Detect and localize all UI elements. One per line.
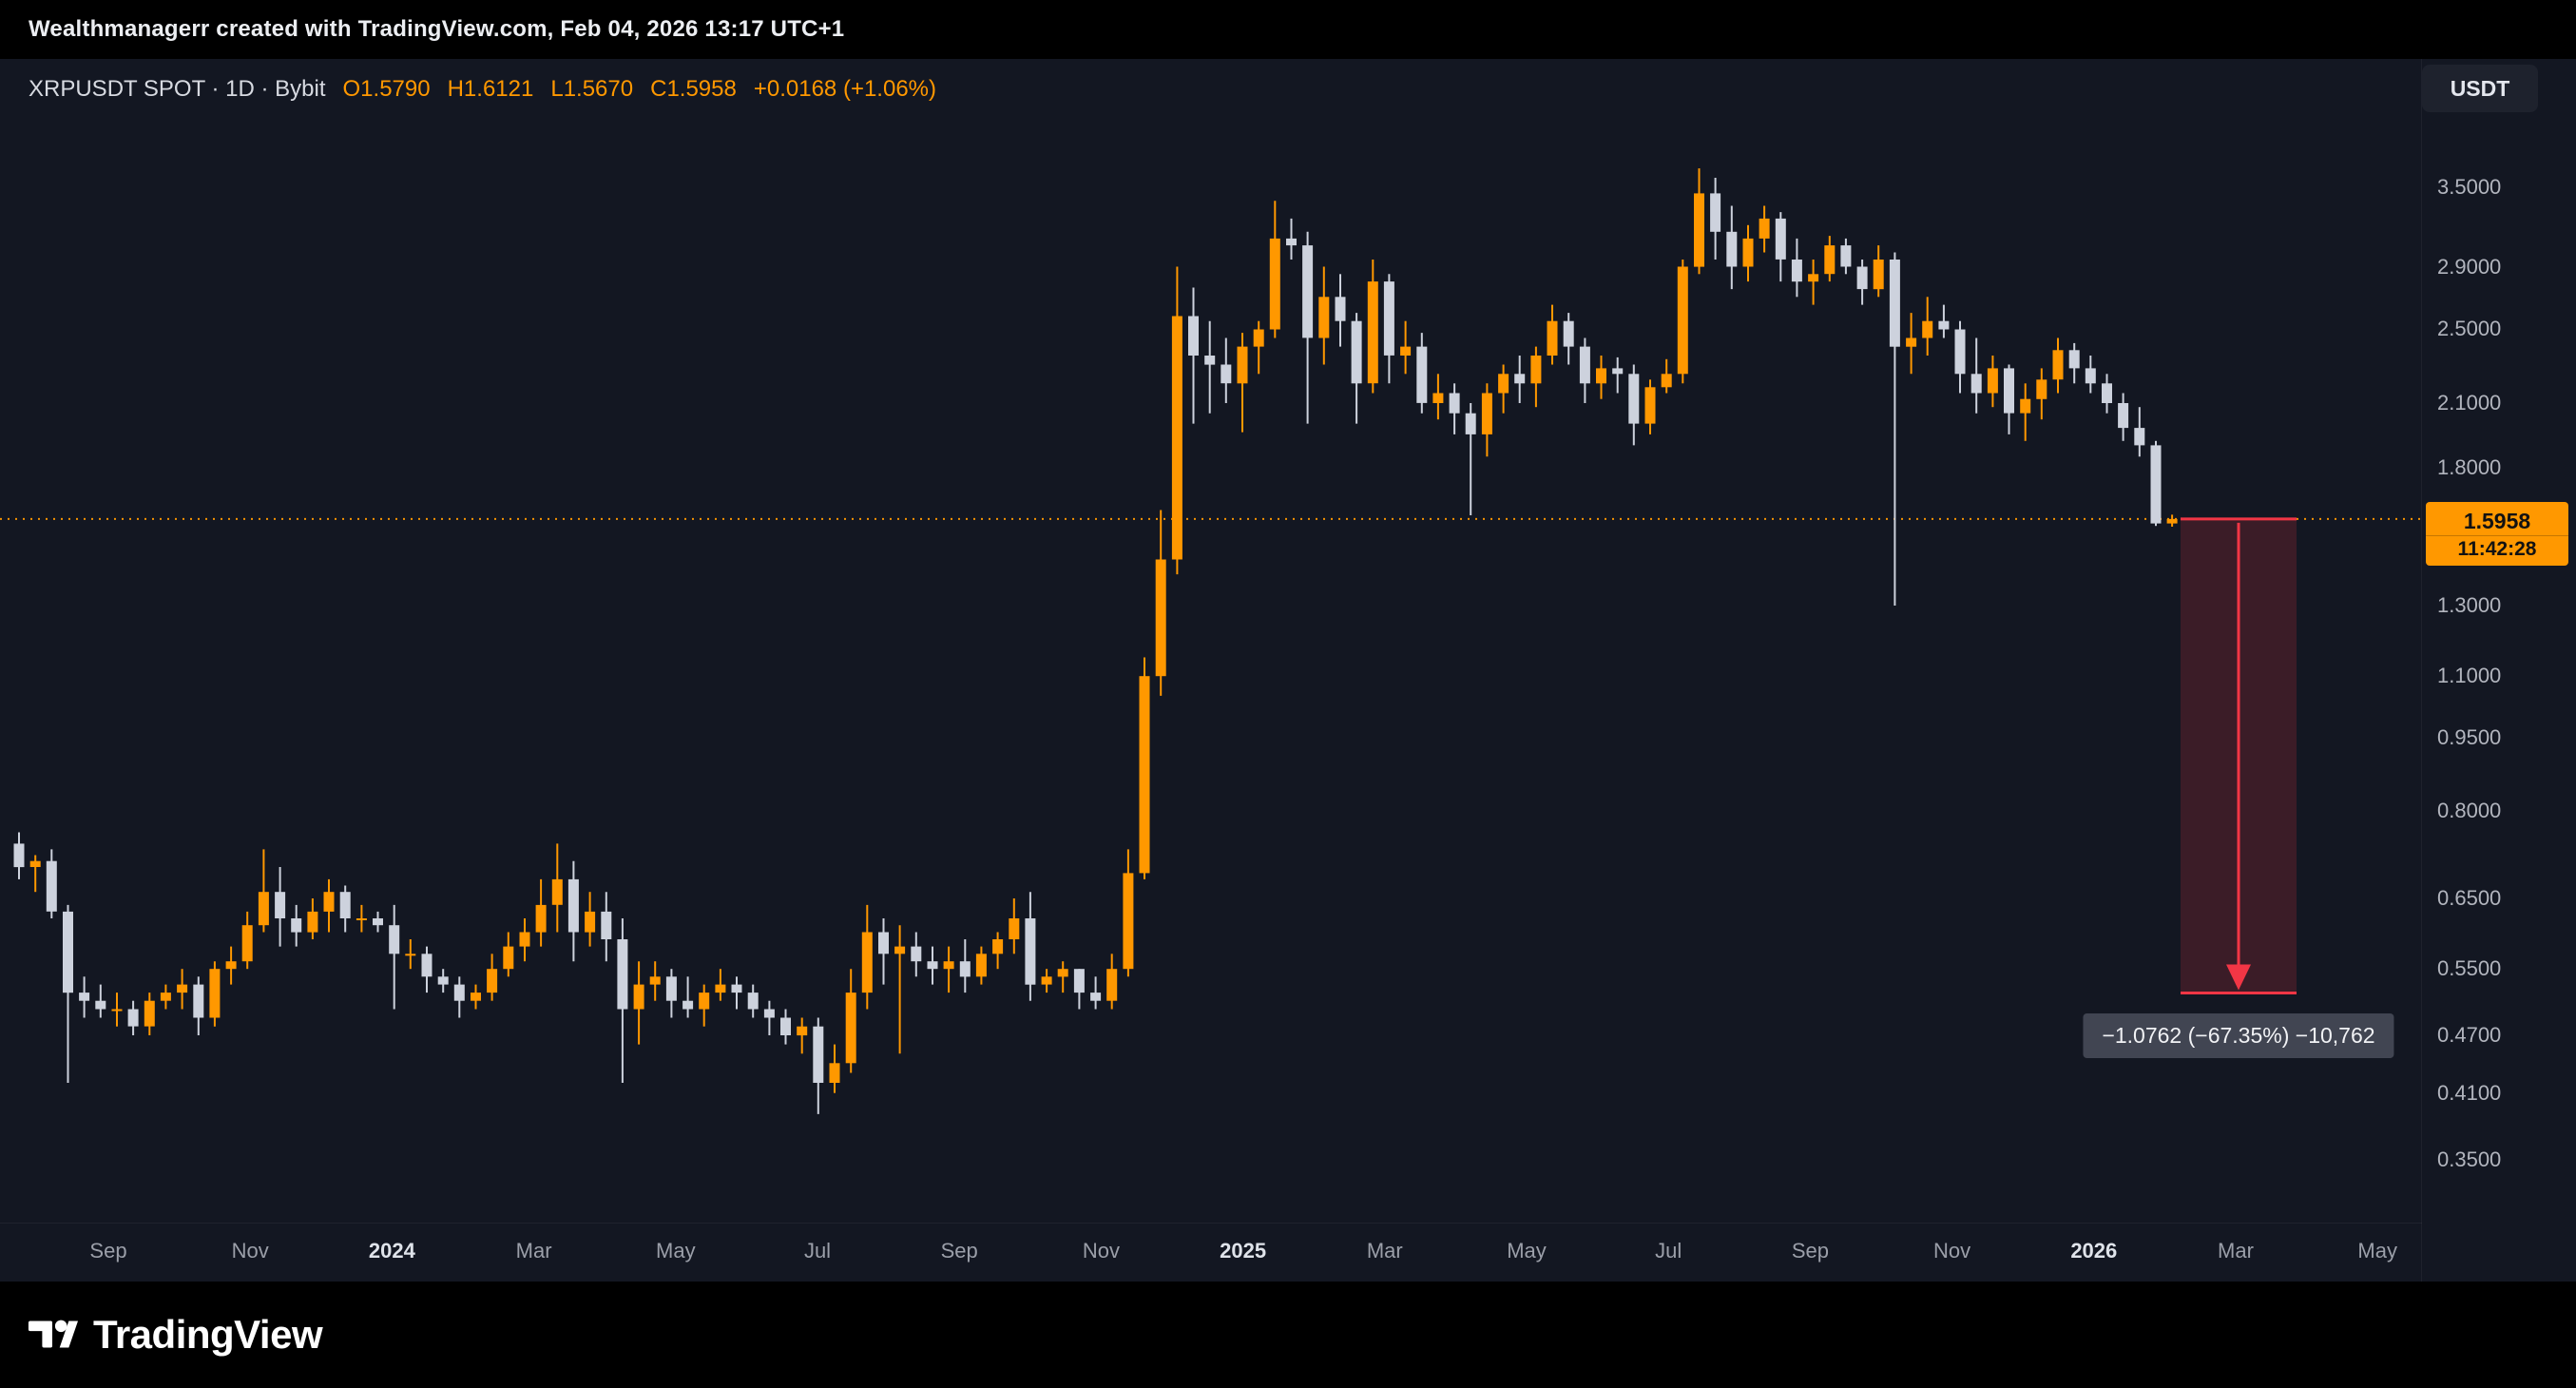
time-axis-label: Nov	[1082, 1239, 1120, 1263]
time-axis-label: Mar	[1366, 1239, 1403, 1263]
bar-countdown: 11:42:28	[2426, 534, 2568, 562]
price-tick-label: 2.5000	[2437, 317, 2502, 341]
symbol-header[interactable]: XRPUSDT SPOT · 1D · Bybit O1.5790 H1.612…	[29, 76, 936, 103]
price-tick-label: 0.6500	[2437, 885, 2502, 910]
tradingview-wordmark: TradingView	[93, 1312, 323, 1357]
last-price-value: 1.5958	[2463, 508, 2531, 533]
tradingview-logo-icon	[28, 1320, 78, 1348]
time-axis-year-label: 2024	[368, 1239, 415, 1263]
time-axis-label: Jul	[803, 1239, 832, 1263]
price-tick-label: 2.1000	[2437, 390, 2502, 414]
time-axis[interactable]: Sep Nov 2024 Mar May Jul Sep Nov 2025 Mar May Jul Se…	[0, 1223, 2422, 1282]
time-axis-year-label: 2026	[2070, 1239, 2118, 1263]
tradingview-logo[interactable]: TradingView	[27, 1309, 323, 1360]
last-price-badge: 1.5958 11:42:28	[2426, 501, 2568, 566]
price-tick-label: 0.3500	[2437, 1147, 2502, 1171]
price-tick-label: 3.5000	[2437, 175, 2502, 199]
time-axis-label: Sep	[940, 1239, 978, 1263]
price-tick-label: 1.8000	[2437, 455, 2502, 480]
price-tick-label: 0.4100	[2437, 1080, 2502, 1105]
price-tick-label: 0.8000	[2437, 798, 2502, 822]
ohlc-low: L1.5670	[550, 76, 634, 102]
ohlc-change: +0.0168 (+1.06%)	[753, 76, 936, 102]
currency-toggle-button[interactable]: USDT	[2422, 65, 2538, 112]
ohlc-high: H1.6121	[447, 76, 534, 102]
time-axis-label: Sep	[1791, 1239, 1829, 1263]
ohlc-open: O1.5790	[342, 76, 431, 102]
candlestick-chart[interactable]	[0, 59, 2422, 1223]
price-tick-label: 1.1000	[2437, 664, 2502, 688]
chart-pane[interactable]: XRPUSDT SPOT · 1D · Bybit O1.5790 H1.612…	[0, 59, 2576, 1282]
time-axis-label: May	[1507, 1239, 1547, 1263]
price-tick-label: 0.9500	[2437, 725, 2502, 750]
time-axis-label: Nov	[231, 1239, 269, 1263]
time-axis-label: Mar	[2218, 1239, 2254, 1263]
footer-bar: TradingView	[0, 1282, 2576, 1388]
time-axis-label: May	[2357, 1239, 2397, 1263]
time-axis-label: Nov	[1933, 1239, 1971, 1263]
time-axis-label: Sep	[89, 1239, 127, 1263]
time-axis-year-label: 2025	[1220, 1239, 1267, 1263]
time-axis-label: May	[656, 1239, 696, 1263]
measurement-label[interactable]: −1.0762 (−67.35%) −10,762	[2083, 1013, 2394, 1059]
price-tick-label: 0.5500	[2437, 956, 2502, 981]
time-axis-label: Mar	[515, 1239, 552, 1263]
attribution-text: Wealthmanagerr created with TradingView.…	[29, 16, 845, 42]
price-axis[interactable]: 1.5958 11:42:28 3.5000 2.9000 2.5000 2.1000…	[2421, 59, 2576, 1282]
price-tick-label: 0.4700	[2437, 1023, 2502, 1048]
time-axis-label: Jul	[1655, 1239, 1682, 1263]
ohlc-close: C1.5958	[650, 76, 737, 102]
attribution-bar: Wealthmanagerr created with TradingView.…	[0, 0, 2576, 59]
price-tick-label: 2.9000	[2437, 254, 2502, 279]
price-tick-label: 1.3000	[2437, 593, 2502, 618]
symbol-title[interactable]: XRPUSDT SPOT · 1D · Bybit	[29, 76, 326, 102]
